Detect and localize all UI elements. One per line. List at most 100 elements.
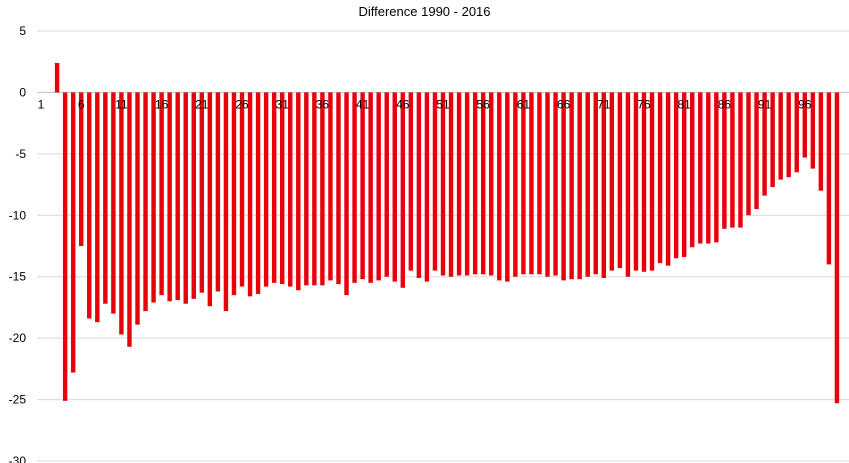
bar — [384, 92, 389, 277]
x-tick-label: 71 — [597, 97, 611, 111]
bar — [223, 92, 229, 312]
bar — [103, 92, 108, 304]
x-tick-label: 21 — [195, 97, 209, 111]
bar — [681, 92, 687, 258]
bar — [151, 92, 156, 303]
bar — [489, 92, 494, 276]
bar — [143, 92, 148, 312]
bar — [657, 92, 663, 264]
bar — [207, 92, 213, 307]
y-tick-label: -25 — [9, 393, 27, 407]
bar — [79, 92, 84, 246]
bar — [625, 92, 631, 277]
bar — [368, 92, 373, 283]
x-tick-label: 86 — [718, 97, 732, 111]
y-tick-label: -20 — [9, 331, 27, 345]
bar — [328, 92, 333, 281]
bar — [271, 92, 277, 283]
bar — [601, 92, 607, 278]
bar — [87, 92, 92, 319]
bar — [127, 92, 132, 347]
chart-title: Difference 1990 - 2016 — [358, 4, 491, 19]
bar — [561, 92, 566, 281]
bar — [288, 92, 293, 287]
bar — [480, 92, 486, 275]
bar — [593, 92, 598, 275]
bar — [320, 92, 325, 286]
x-tick-label: 26 — [235, 97, 249, 111]
bar — [762, 92, 767, 196]
y-tick-label: -10 — [9, 208, 27, 222]
bar — [352, 92, 357, 283]
bar — [279, 92, 285, 285]
bar — [231, 92, 237, 296]
bar — [665, 92, 671, 266]
x-tick-label: 41 — [356, 97, 370, 111]
bar — [464, 92, 470, 276]
bar — [183, 92, 188, 304]
bar — [247, 92, 253, 297]
bar — [296, 92, 301, 291]
bar — [770, 92, 775, 188]
bar — [95, 92, 100, 323]
bar — [215, 92, 221, 292]
bar — [529, 92, 534, 275]
x-tick-label: 96 — [798, 97, 812, 111]
bar — [408, 92, 414, 271]
bar — [497, 92, 502, 281]
bar — [199, 92, 205, 293]
bar — [54, 62, 60, 93]
bar — [698, 92, 703, 244]
bar — [706, 92, 711, 244]
bar — [191, 92, 196, 299]
y-tick-label: 5 — [19, 24, 26, 38]
bar — [714, 92, 719, 243]
bar — [537, 92, 542, 275]
bar — [802, 92, 807, 158]
bar — [255, 92, 261, 294]
bar — [754, 92, 759, 210]
bar — [159, 92, 164, 296]
bar — [416, 92, 422, 278]
x-axis-ticks: 1 6 11 16 21 26 31 36 41 46 51 56 61 66 71 76 81 86 91 96 — [38, 97, 812, 111]
bar — [344, 92, 349, 296]
bar — [521, 92, 526, 275]
bar — [456, 92, 462, 276]
bar — [336, 92, 341, 285]
bar — [778, 92, 783, 180]
bar — [440, 92, 446, 276]
bar — [424, 92, 430, 282]
bar — [609, 92, 615, 271]
bar — [818, 92, 824, 191]
bar — [263, 92, 269, 287]
x-tick-label: 11 — [115, 97, 128, 111]
bar — [673, 92, 679, 259]
bar — [722, 92, 727, 229]
bar — [111, 92, 116, 314]
x-tick-label: 16 — [155, 97, 169, 111]
bar — [376, 92, 381, 281]
bar — [746, 92, 751, 216]
x-tick-label: 31 — [276, 97, 290, 111]
y-tick-label: 0 — [19, 85, 26, 99]
bar — [239, 92, 245, 287]
bar — [617, 92, 623, 269]
bar — [392, 92, 397, 282]
bar — [312, 92, 317, 286]
x-tick-label: 66 — [557, 97, 571, 111]
y-tick-label: -30 — [9, 454, 27, 463]
bar — [62, 92, 68, 401]
bar — [360, 92, 365, 280]
bar — [577, 92, 582, 280]
x-tick-label: 36 — [316, 97, 330, 111]
bar — [826, 92, 832, 265]
bar — [649, 92, 655, 271]
bar — [70, 92, 76, 373]
bar — [810, 92, 816, 169]
bar — [786, 92, 791, 178]
bar — [135, 92, 140, 325]
bar — [448, 92, 454, 277]
bar — [400, 92, 406, 288]
